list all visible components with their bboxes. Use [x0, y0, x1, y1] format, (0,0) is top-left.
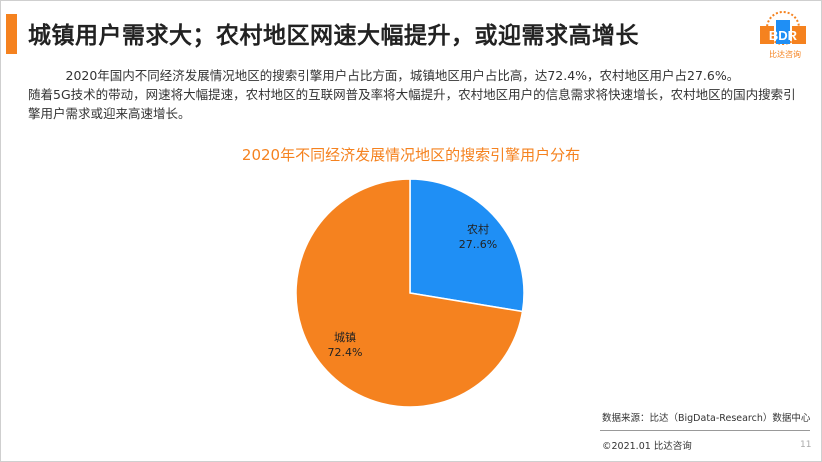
- copyright: ©2021.01 比达咨询: [602, 441, 692, 452]
- data-source: 数据来源：比达（BigData-Research）数据中心: [602, 413, 811, 424]
- page-number: 11: [800, 440, 812, 450]
- pie-slice-urban: [295, 178, 524, 408]
- slice-name-urban: 城镇: [334, 330, 356, 344]
- description-paragraph: 2020年国内不同经济发展情况地区的搜索引擎用户占比方面，城镇地区用户占比高，达…: [28, 66, 800, 123]
- logo-name: 比达咨询: [769, 50, 801, 59]
- paragraph-line-1: 2020年国内不同经济发展情况地区的搜索引擎用户占比方面，城镇地区用户占比高，达…: [65, 68, 740, 83]
- logo-letters: BDR: [769, 28, 798, 43]
- bdr-logo-icon: BDR: [760, 11, 806, 45]
- slice-value-rural: 27..6%: [459, 238, 497, 251]
- slide-title: 城镇用户需求大；农村地区网速大幅提升，或迎需求高增长: [28, 23, 639, 49]
- pie-slice-rural: [409, 178, 525, 313]
- footer-divider: [600, 430, 810, 431]
- chart-title: 2020年不同经济发展情况地区的搜索引擎用户分布: [241, 146, 581, 164]
- slice-name-rural: 农村: [467, 222, 489, 236]
- slice-value-urban: 72.4%: [328, 346, 363, 359]
- paragraph-line-2: 随着5G技术的带动，网速将大幅提速，农村地区的互联网普及率将大幅提升，农村地区用…: [28, 87, 796, 121]
- title-accent-bar: [6, 14, 17, 54]
